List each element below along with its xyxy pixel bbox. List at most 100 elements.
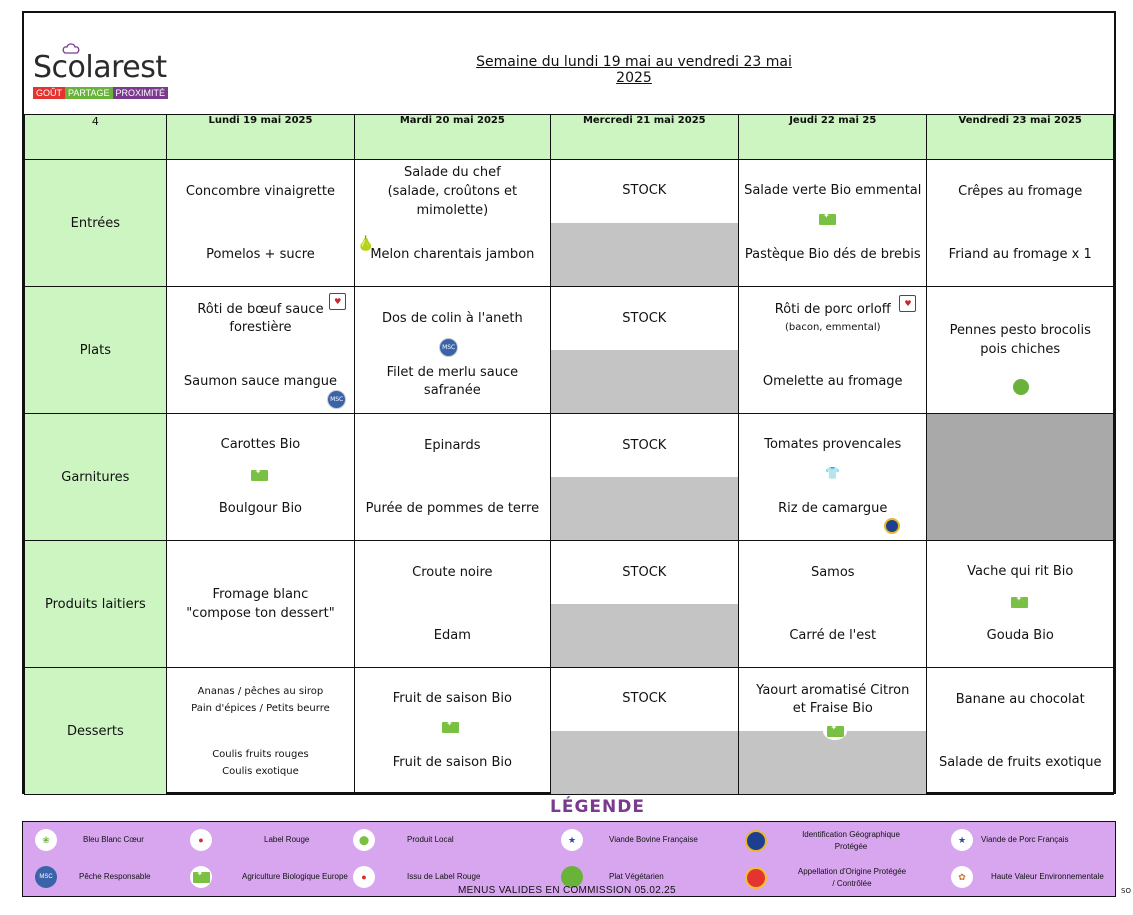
- day-header-vendredi: Vendredi 23 mai 2025: [926, 114, 1114, 160]
- dish: Rôti de bœuf sauce forestière: [197, 301, 324, 335]
- dish: Salade de fruits exotique: [938, 754, 1102, 770]
- dish: Fromage blanc: [212, 587, 309, 602]
- empty-slot: [739, 731, 927, 794]
- dish: Pomelos + sucre: [206, 246, 315, 262]
- dish-group: Rôti de porc orloff (bacon, emmental): [739, 287, 926, 350]
- dish: Crêpes au fromage: [958, 183, 1083, 199]
- day-header-lundi: Lundi 19 mai 2025: [165, 114, 356, 160]
- cell-garnitures-vendredi-empty: [926, 413, 1114, 541]
- dish-group: Salade du chef (salade, croûtons et mimo…: [355, 160, 549, 223]
- fruit-icon: 🍐: [357, 236, 375, 252]
- cell-laitiers-jeudi: Samos Carré de l'est: [738, 540, 928, 668]
- cell-desserts-mercredi: STOCK: [549, 667, 740, 795]
- row-laitiers: Produits laitiers Fromage blanc "compose…: [24, 540, 1114, 668]
- peche-responsable-icon: MSC: [35, 866, 57, 888]
- dish: Gouda Bio: [986, 627, 1054, 643]
- dish: Rôti de porc orloff: [774, 301, 891, 317]
- label-rouge-icon: ●: [190, 829, 212, 851]
- dish: Yaourt aromatisé Citron et Fraise Bio: [756, 682, 910, 716]
- dish-detail: (salade, croûtons et mimolette): [387, 184, 518, 218]
- row-garnitures: Garnitures Carottes Bio Boulgour Bio Epi…: [24, 413, 1114, 541]
- eu-organic-icon: [1011, 594, 1029, 608]
- cell-entrees-lundi: Concombre vinaigrette Pomelos + sucre: [165, 159, 356, 287]
- cell-desserts-lundi: Ananas / pêches au sirop Pain d'épices /…: [165, 667, 356, 795]
- legend-item-viande-bovine: ★ Viande Bovine Française: [561, 829, 698, 851]
- tagline-partage: PARTAGE: [65, 87, 113, 99]
- dish: Fruit de saison Bio: [392, 754, 512, 770]
- dish: Coulis fruits rouges: [212, 748, 309, 760]
- legend-item-bio-europe: Agriculture Biologique Europe: [190, 866, 348, 888]
- row-label-entrees: Entrées: [24, 159, 167, 287]
- legend-label: Label Rouge: [264, 835, 310, 844]
- legend-item-porc-francais: ★ Viande de Porc Français: [951, 829, 1068, 851]
- empty-slot: [550, 350, 739, 413]
- legend-label: Plat Végétarien: [609, 872, 664, 881]
- peche-responsable-icon: MSC: [327, 390, 347, 409]
- tagline-gout: GOÛT: [33, 87, 65, 99]
- dish: Carré de l'est: [789, 627, 877, 643]
- day-header-jeudi: Jeudi 22 mai 25: [738, 114, 928, 160]
- cell-laitiers-vendredi: Vache qui rit Bio Gouda Bio: [926, 540, 1114, 668]
- dish: STOCK: [622, 310, 667, 326]
- dish: Banane au chocolat: [955, 691, 1085, 707]
- legend-item-aop: Appellation d'Origine Protégée / Contrôl…: [745, 866, 907, 890]
- legend-title: LÉGENDE: [550, 797, 645, 817]
- cell-entrees-jeudi: Salade verte Bio emmental Pastèque Bio d…: [738, 159, 928, 287]
- cell-garnitures-mercredi: STOCK: [549, 413, 740, 541]
- eu-organic-icon: [819, 211, 837, 225]
- dish: Pastèque Bio dés de brebis: [744, 246, 921, 262]
- row-label-garnitures: Garnitures: [24, 413, 167, 541]
- viande-bovine-francaise-icon: ♥: [329, 293, 347, 310]
- dish: Boulgour Bio: [218, 500, 303, 516]
- dish-group: Fromage blanc "compose ton dessert": [167, 541, 354, 667]
- dish: Salade du chef: [403, 165, 501, 180]
- row-plats: Plats ♥ Rôti de bœuf sauce forestière Sa…: [24, 286, 1114, 414]
- dish: Ananas / pêches au sirop: [197, 685, 324, 697]
- dish: Pennes pesto brocolis pois chiches: [949, 323, 1091, 357]
- empty-slot: [550, 477, 739, 540]
- eu-organic-icon-holder: [823, 722, 848, 740]
- dish: STOCK: [622, 691, 667, 706]
- legend: ❀ Bleu Blanc Cœur ● Label Rouge ⬤ Produi…: [22, 821, 1116, 897]
- eu-organic-icon: [190, 866, 212, 888]
- dish: Pain d'épices / Petits beurre: [191, 702, 330, 714]
- legend-label: Pêche Responsable: [79, 872, 151, 881]
- day-header-mercredi: Mercredi 21 mai 2025: [549, 114, 740, 160]
- footer-note: MENUS VALIDES EN COMMISSION 05.02.25: [458, 885, 676, 896]
- brand-tagline: GOÛT PARTAGE PROXIMITÉ: [33, 87, 169, 99]
- dish: 🍐 Melon charentais jambon: [355, 223, 549, 286]
- peche-responsable-icon: MSC: [439, 338, 459, 357]
- dish: Tomates provencales: [764, 437, 902, 452]
- dish-detail: (bacon, emmental): [784, 321, 881, 333]
- dish: Salade verte Bio emmental: [744, 183, 922, 198]
- dish: Fruit de saison Bio: [392, 691, 512, 706]
- vegetarian-icon: [1013, 379, 1030, 395]
- cell-plats-lundi: ♥ Rôti de bœuf sauce forestière Saumon s…: [165, 286, 356, 414]
- dish: Concombre vinaigrette: [185, 183, 335, 199]
- row-desserts: Desserts Ananas / pêches au sirop Pain d…: [24, 667, 1114, 795]
- row-label-laitiers: Produits laitiers: [24, 540, 167, 668]
- empty-slot: [550, 731, 739, 794]
- dish: STOCK: [622, 437, 667, 453]
- local-product-icon: 👕: [825, 466, 840, 480]
- legend-item-vegetarien: Plat Végétarien: [561, 866, 664, 888]
- dish-label: Melon charentais jambon: [370, 246, 535, 262]
- cell-garnitures-mardi: Epinards Purée de pommes de terre: [354, 413, 551, 541]
- dish: Edam: [433, 627, 471, 643]
- dish: Saumon sauce mangue: [183, 373, 337, 389]
- legend-label: Viande Bovine Française: [609, 835, 698, 844]
- menu-table: 4 Lundi 19 mai 2025 Mardi 20 mai 2025 Me…: [24, 114, 1114, 795]
- aop-icon: [745, 867, 767, 889]
- legend-item-label-rouge: ● Label Rouge: [190, 829, 309, 851]
- menu-sheet: Scolarest GOÛT PARTAGE PROXIMITÉ Semaine…: [22, 11, 1116, 795]
- cell-entrees-vendredi: Crêpes au fromage Friand au fromage x 1: [926, 159, 1114, 287]
- dish: Vache qui rit Bio: [967, 564, 1074, 579]
- cell-laitiers-mercredi: STOCK: [549, 540, 740, 668]
- legend-item-bleu-blanc-coeur: ❀ Bleu Blanc Cœur: [35, 829, 144, 851]
- cell-entrees-mardi: Salade du chef (salade, croûtons et mimo…: [354, 159, 551, 287]
- porc-francais-icon: ♥: [899, 295, 917, 312]
- cell-plats-mercredi: STOCK: [549, 286, 740, 414]
- legend-label: Produit Local: [407, 835, 454, 844]
- dish: Riz de camargue: [778, 500, 888, 516]
- row-label-desserts: Desserts: [24, 667, 167, 795]
